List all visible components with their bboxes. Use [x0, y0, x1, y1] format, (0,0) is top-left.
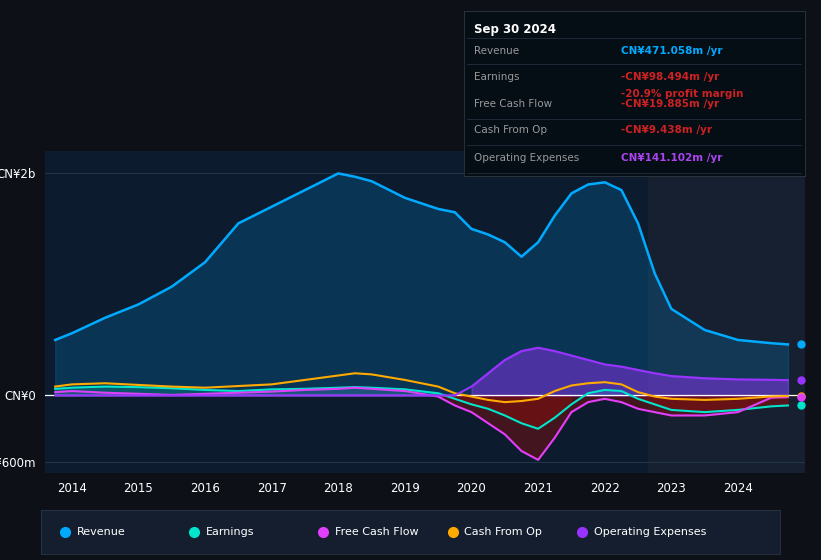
Text: -CN¥98.494m /yr: -CN¥98.494m /yr	[621, 72, 719, 82]
Text: Sep 30 2024: Sep 30 2024	[474, 23, 556, 36]
Text: Earnings: Earnings	[474, 72, 520, 82]
Text: -20.9% profit margin: -20.9% profit margin	[621, 89, 743, 99]
Text: -CN¥19.885m /yr: -CN¥19.885m /yr	[621, 99, 718, 109]
Text: Earnings: Earnings	[206, 527, 255, 537]
Text: Free Cash Flow: Free Cash Flow	[335, 527, 419, 537]
Text: Free Cash Flow: Free Cash Flow	[474, 99, 553, 109]
Text: Operating Expenses: Operating Expenses	[474, 153, 580, 163]
Text: Revenue: Revenue	[474, 46, 519, 56]
Text: CN¥471.058m /yr: CN¥471.058m /yr	[621, 46, 722, 56]
Text: Cash From Op: Cash From Op	[465, 527, 543, 537]
Text: Operating Expenses: Operating Expenses	[594, 527, 706, 537]
Text: -CN¥9.438m /yr: -CN¥9.438m /yr	[621, 125, 712, 135]
Text: CN¥141.102m /yr: CN¥141.102m /yr	[621, 153, 722, 163]
Text: Cash From Op: Cash From Op	[474, 125, 547, 135]
Text: Revenue: Revenue	[76, 527, 126, 537]
Bar	[648, 151, 805, 473]
